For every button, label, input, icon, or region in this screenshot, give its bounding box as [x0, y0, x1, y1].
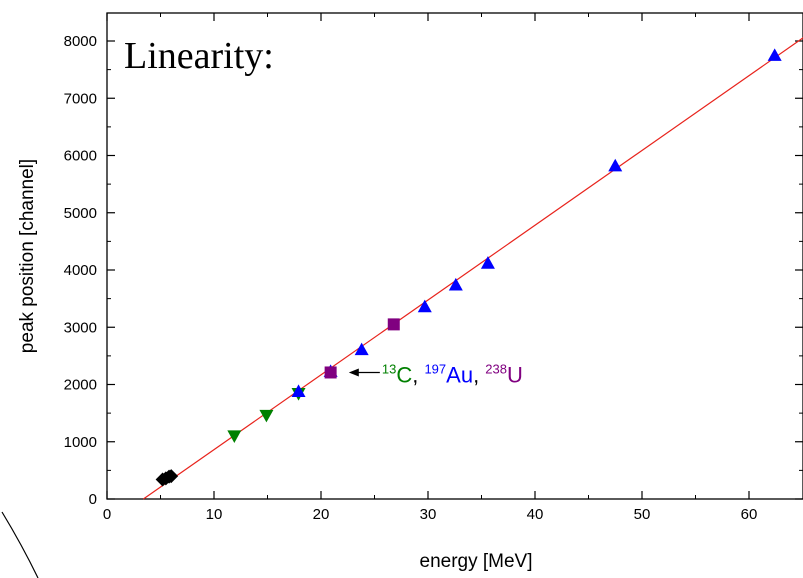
isotope-mass-number: 13 [382, 361, 396, 376]
annotation-arrow-head [348, 368, 359, 377]
fit-line [143, 37, 803, 500]
isotope-symbol: U [507, 362, 523, 387]
x-tick-label: 40 [527, 506, 544, 523]
y-tick-label: 1000 [64, 434, 97, 451]
data-markers [155, 48, 782, 487]
y-tick-label: 7000 [64, 90, 97, 107]
x-tick-label: 30 [420, 506, 437, 523]
isotope-mass-number: 197 [424, 361, 446, 376]
triangle-up-marker [417, 299, 432, 313]
triangle-up-marker [291, 384, 306, 397]
y-tick-label: 4000 [64, 262, 97, 279]
y-tick-label: 5000 [64, 205, 97, 222]
isotope-mass-number: 238 [485, 361, 507, 376]
x-tick-label: 50 [634, 506, 651, 523]
x-tick-label: 20 [313, 506, 330, 523]
y-tick-label: 0 [89, 491, 97, 508]
annotation-group: 13C, 197Au, 238U [348, 361, 523, 387]
fit-line-group [143, 37, 803, 500]
y-tick-label: 3000 [64, 319, 97, 336]
isotope-legend: 13C, 197Au, 238U [382, 361, 523, 387]
x-axis-label: energy [MeV] [420, 551, 533, 572]
square-marker [324, 366, 337, 379]
triangle-up-marker [608, 158, 623, 172]
x-tick-label: 60 [741, 506, 758, 523]
isotope-separator: , [473, 362, 485, 387]
diamond-marker [164, 469, 179, 484]
chart-title: Linearity: [124, 35, 274, 77]
triangle-up-marker [448, 277, 463, 291]
axis-ticks [106, 13, 803, 500]
y-tick-label: 8000 [64, 33, 97, 50]
decorative-arc [1, 511, 39, 578]
square-marker [387, 318, 400, 331]
isotope-separator: , [412, 362, 424, 387]
y-tick-label: 6000 [64, 148, 97, 165]
x-tick-label: 10 [206, 506, 223, 523]
triangle-up-marker [354, 342, 369, 356]
y-axis-label: peak position [channel] [17, 159, 38, 353]
triangle-down-marker [227, 430, 242, 444]
isotope-symbol: Au [446, 362, 473, 387]
x-tick-label: 0 [103, 506, 111, 523]
y-tick-label: 2000 [64, 377, 97, 394]
triangle-up-marker [767, 48, 782, 61]
triangle-down-marker [259, 409, 274, 423]
triangle-up-marker [480, 256, 495, 269]
plot-frame [106, 12, 803, 500]
tick-labels: 0 10 20 30 40 50 60 0 1000 2000 3000 4000 5000 6000 70… [64, 33, 758, 523]
isotope-symbol: C [396, 362, 412, 387]
